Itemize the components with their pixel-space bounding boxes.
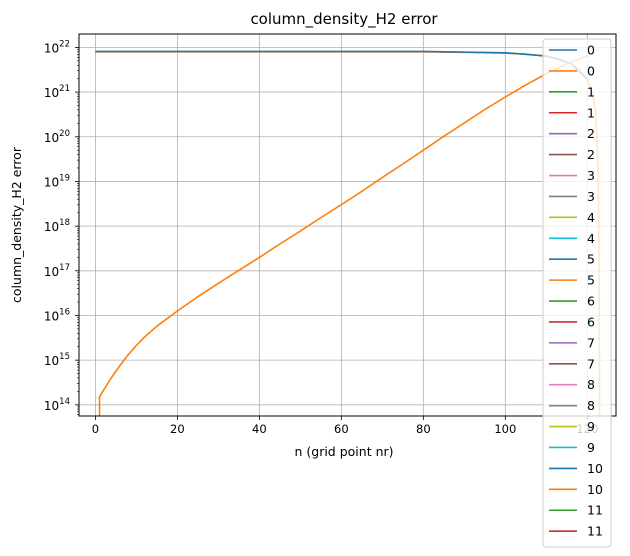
series-layer [95,50,601,417]
legend-label: 11 [587,524,603,539]
y-axis-label: column_density_H2 error [9,146,24,303]
x-ticks: 020406080100120 [92,416,598,436]
y-tick-base: 10 [44,309,59,323]
x-tick-label: 80 [416,422,431,436]
legend-label: 6 [587,314,595,329]
legend-label: 2 [587,147,595,162]
legend-label: 11 [587,503,603,518]
y-tick-label: 1020 [44,129,70,145]
legend-label: 2 [587,126,595,141]
y-tick-base: 10 [44,175,59,189]
legend-label: 10 [587,461,603,476]
x-axis-label: n (grid point nr) [294,444,393,459]
y-tick-exponent: 21 [59,84,70,94]
y-tick-base: 10 [44,86,59,100]
legend-label: 1 [587,105,595,120]
y-tick-base: 10 [44,41,59,55]
chart-title: column_density_H2 error [250,10,438,29]
y-tick-base: 10 [44,354,59,368]
legend-label: 0 [587,63,595,78]
y-tick-base: 10 [44,131,59,145]
y-tick-label: 1021 [44,84,70,100]
series-line [98,54,588,416]
y-tick-exponent: 14 [59,397,70,407]
y-tick-label: 1022 [44,39,70,55]
legend-label: 8 [587,377,595,392]
y-tick-label: 1017 [44,263,70,279]
legend-label: 3 [587,168,595,183]
y-tick-base: 10 [44,220,59,234]
y-tick-base: 10 [44,265,59,279]
x-tick-label: 20 [170,422,185,436]
legend-box [542,38,612,548]
y-tick-label: 1019 [44,173,70,189]
y-tick-label: 1014 [44,397,70,413]
y-tick-exponent: 16 [59,307,70,317]
y-tick-exponent: 22 [59,39,70,49]
y-tick-exponent: 18 [59,218,70,228]
y-tick-exponent: 15 [59,352,70,362]
legend-label: 6 [587,294,595,309]
legend-label: 3 [587,189,595,204]
legend-label: 1 [587,84,595,99]
x-tick-label: 60 [334,422,349,436]
legend-label: 9 [587,440,595,455]
y-tick-exponent: 17 [59,263,70,273]
grid [79,34,616,416]
legend-label: 10 [587,482,603,497]
x-tick-label: 100 [494,422,516,436]
legend-label: 5 [587,273,595,288]
legend-label: 0 [587,43,595,58]
legend-label: 4 [587,210,595,225]
y-tick-label: 1015 [44,352,70,368]
legend-label: 7 [587,356,595,371]
y-tick-base: 10 [44,399,59,413]
series-line [95,51,601,417]
legend-label: 9 [587,419,595,434]
legend-label: 4 [587,231,595,246]
legend-label: 7 [587,335,595,350]
legend-label: 5 [587,252,595,267]
y-tick-exponent: 19 [59,173,70,183]
legend-label: 8 [587,398,595,413]
y-tick-exponent: 20 [59,129,70,139]
plot-frame [78,33,617,417]
x-tick-label: 40 [252,422,267,436]
x-tick-label: 0 [92,422,99,436]
y-tick-label: 1018 [44,218,70,234]
y-tick-label: 1016 [44,307,70,323]
